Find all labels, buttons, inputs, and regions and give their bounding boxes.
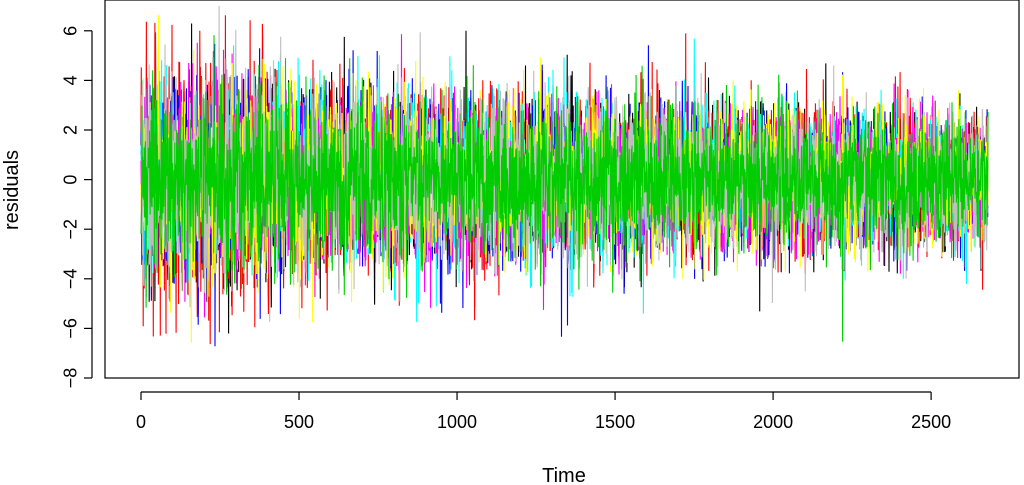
series-layer	[140, 5, 989, 347]
y-tick-label: 4	[60, 75, 80, 85]
y-tick-label: −8	[60, 368, 80, 389]
y-axis-label: residuals	[1, 150, 23, 230]
y-tick-label: 6	[60, 26, 80, 36]
axes-layer: 0 500 1000 1500 2000 2500 −8 −6 −4 −2 0 2 4 6	[60, 0, 1020, 432]
y-tick-label: −6	[60, 318, 80, 339]
x-tick-label: 0	[136, 412, 146, 432]
x-tick-label: 2500	[911, 412, 951, 432]
x-tick-label: 1500	[595, 412, 635, 432]
x-tick-label: 500	[284, 412, 314, 432]
x-tick-label: 1000	[437, 412, 477, 432]
plot-frame	[104, 0, 1020, 379]
x-axis-label: Time	[542, 465, 586, 485]
y-tick-label: 2	[60, 125, 80, 135]
series-line-8	[140, 35, 989, 342]
y-tick-label: −2	[60, 219, 80, 240]
y-tick-label: 0	[60, 175, 80, 185]
y-tick-label: −4	[60, 269, 80, 290]
x-tick-label: 2000	[753, 412, 793, 432]
